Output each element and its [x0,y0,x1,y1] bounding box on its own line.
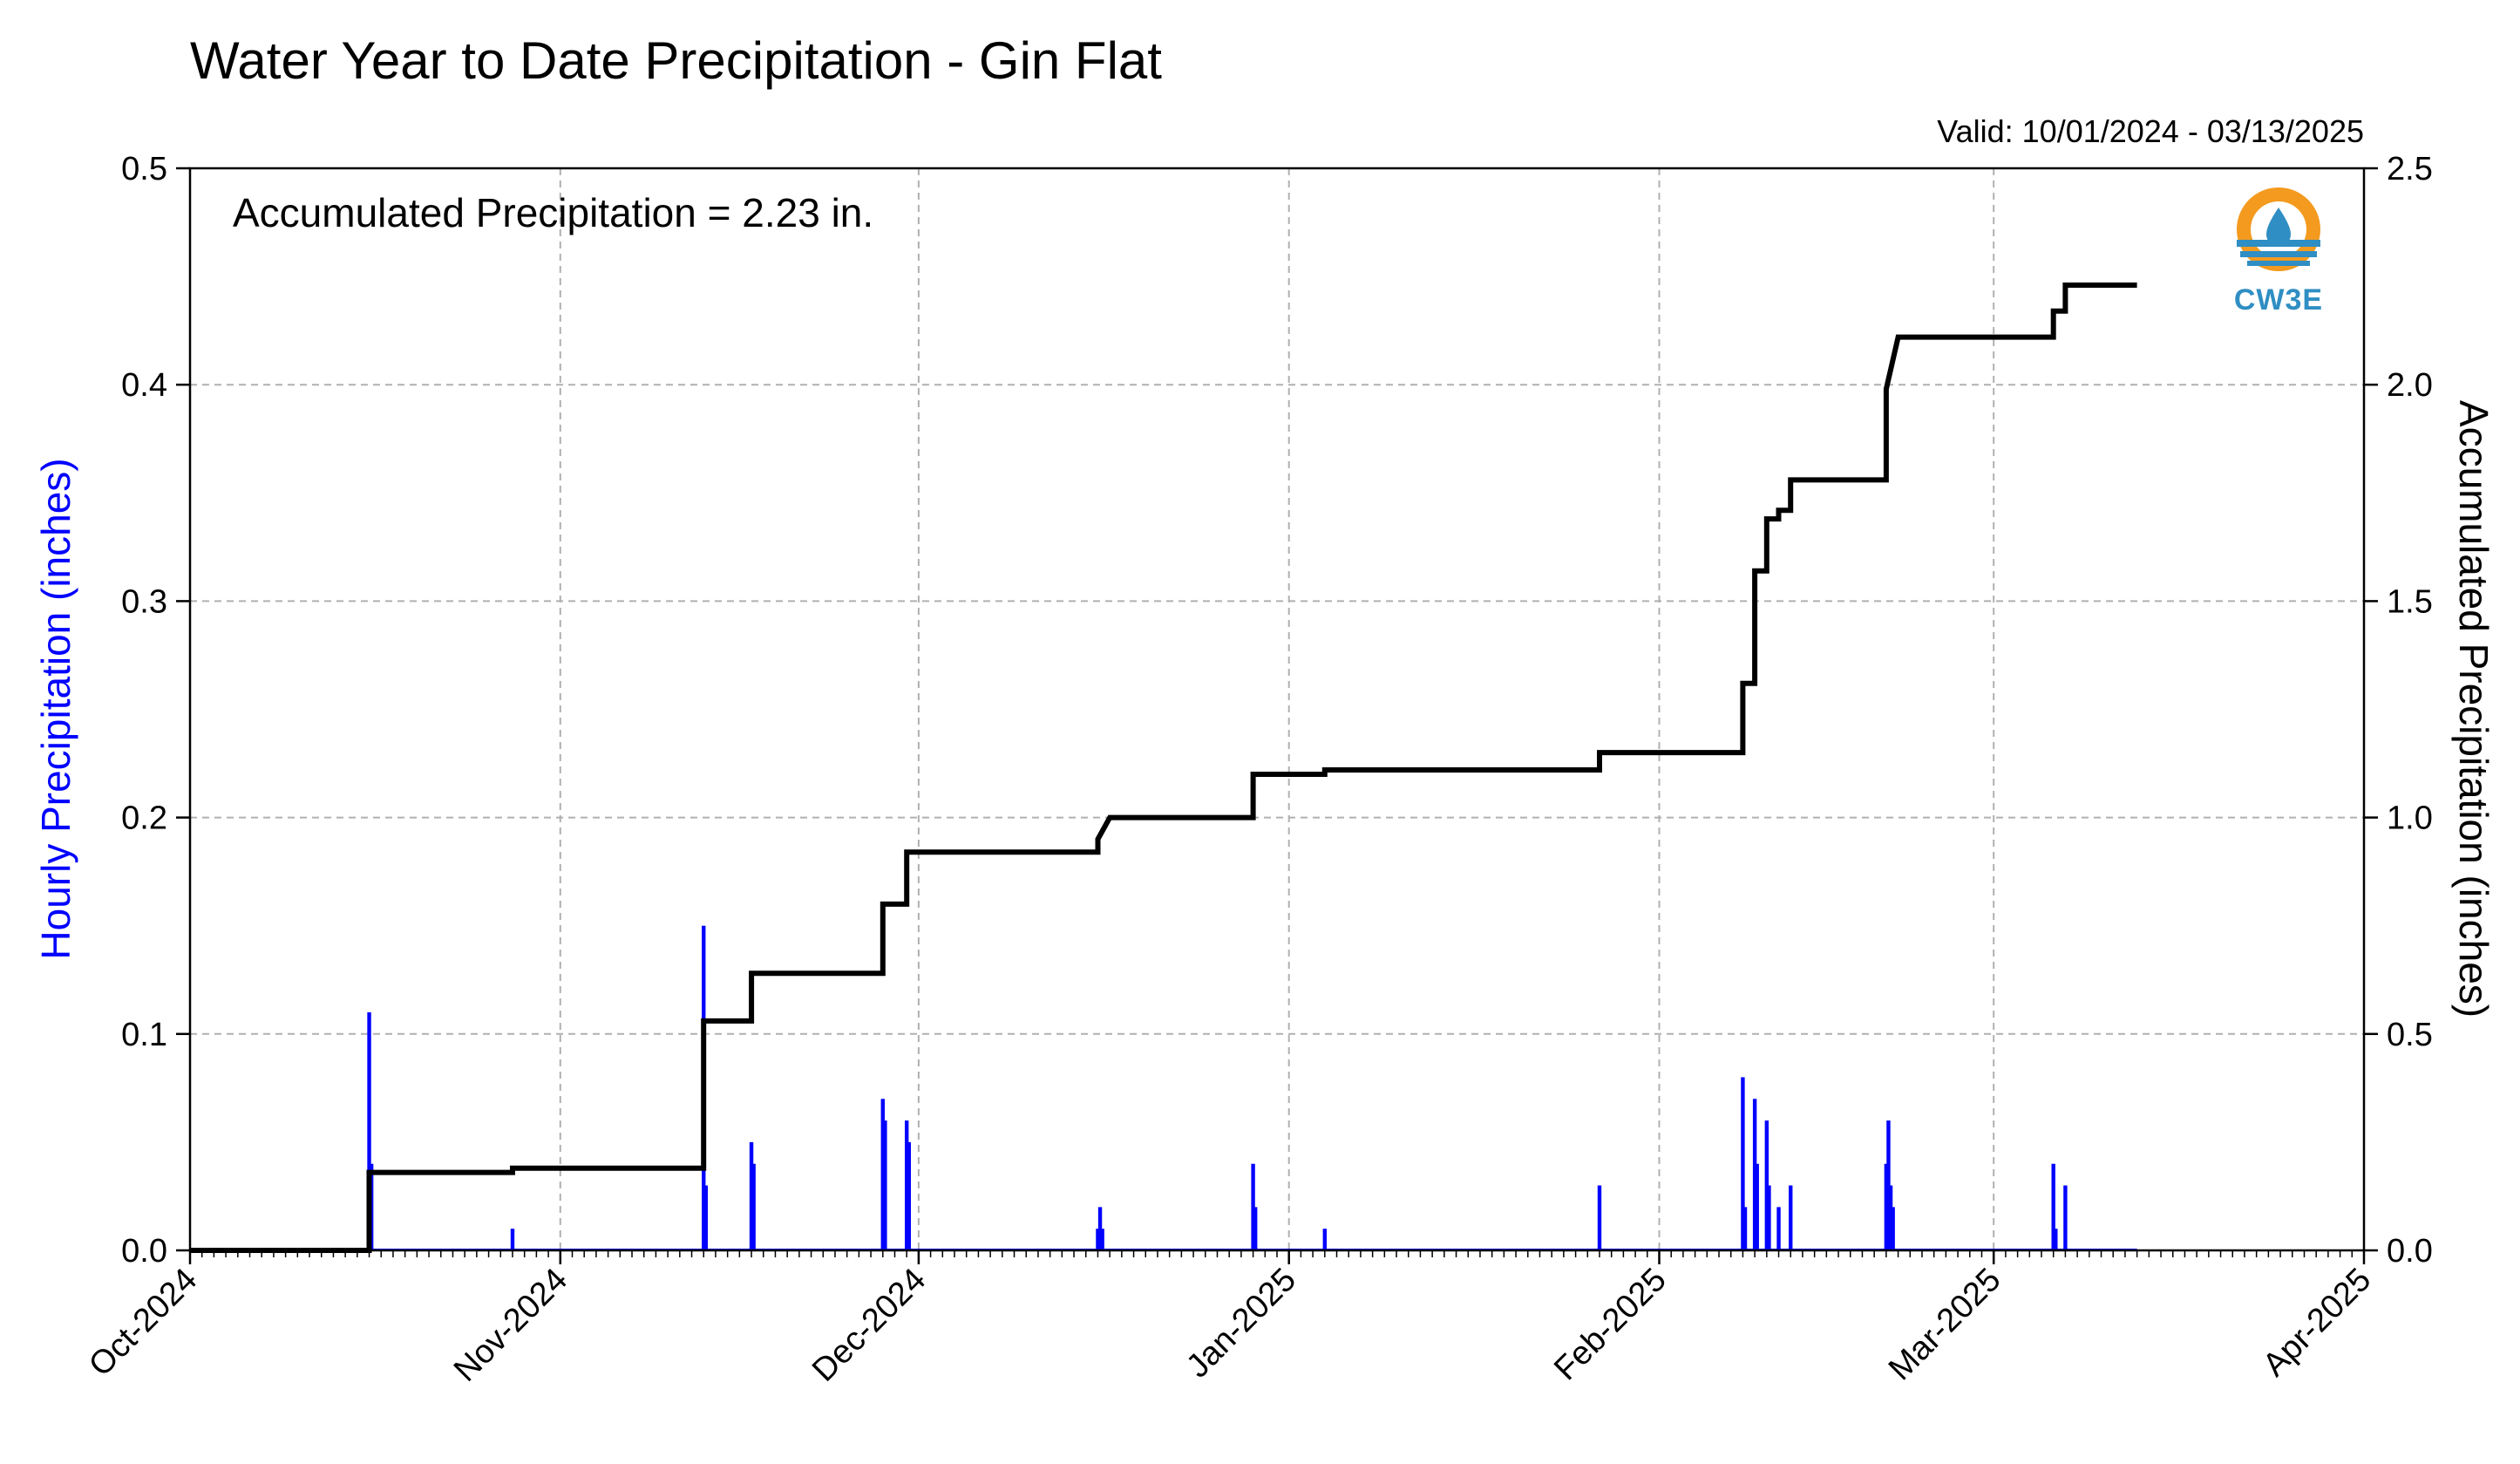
hourly-precip-bar [749,1141,754,1250]
hourly-precip-bar [907,1141,911,1250]
x-tick-label: Oct-2024 [82,1262,204,1384]
y-right-tick-label: 1.5 [2387,583,2433,620]
axis-ticks [176,167,2378,1264]
hourly-precip-bar [703,1185,709,1250]
accumulated-total-annotation: Accumulated Precipitation = 2.23 in. [233,190,873,235]
hourly-precip-bar [1251,1163,1255,1250]
hourly-precip-bar [1755,1163,1759,1250]
tick-labels: Oct-2024 Nov-2024 Dec-2024 Jan-2025 Feb-2025… [82,151,2433,1389]
valid-date-range: Valid: 10/01/2024 - 03/13/2025 [1937,113,2364,149]
hourly-precip-bar [510,1229,515,1250]
hourly-precip-bar [883,1120,887,1250]
y-left-tick-label: 0.4 [121,367,167,404]
y-left-tick-label: 0.3 [121,583,167,620]
accumulated-precip-line [190,283,2137,1253]
logo-wave-2 [2240,251,2317,257]
x-tick-label: Jan-2025 [1179,1262,1303,1386]
hourly-precip-bar [1764,1120,1769,1250]
y-axis-label-left: Hourly Precipitation (inches) [33,458,78,959]
hourly-precip-bar [1888,1185,1893,1250]
hourly-precip-bar [1322,1229,1328,1250]
hourly-precip-bar [1891,1207,1895,1250]
plot-frame [188,167,2366,1252]
grid-lines [190,168,2364,1250]
x-tick-label: Apr-2025 [2256,1262,2378,1384]
hourly-precip-bar [2051,1163,2055,1250]
hourly-precip-bar [1096,1229,1100,1250]
x-tick-label: Dec-2024 [805,1262,933,1389]
hourly-precip-bar [904,1120,909,1250]
hourly-precip-bar [367,1011,371,1250]
cw3e-logo: CW3E [2234,187,2323,317]
hourly-precip-bar [751,1163,756,1250]
logo-wave-3 [2247,261,2310,266]
y-left-tick-label: 0.1 [121,1017,167,1053]
hourly-precip-bar [1742,1207,1748,1250]
y-axis-label-right: Accumulated Precipitation (inches) [2451,400,2496,1018]
y-left-tick-label: 0.5 [121,151,167,187]
logo-drop-icon [2266,208,2291,247]
hourly-precip-bar [1752,1099,1757,1250]
hourly-precip-bar [2054,1229,2058,1250]
x-tick-label: Nov-2024 [447,1262,574,1389]
hourly-precip-bar [880,1099,885,1250]
y-right-tick-label: 1.0 [2387,800,2433,837]
hourly-precip-bar [1100,1229,1104,1250]
x-tick-label: Feb-2025 [1547,1262,1674,1388]
x-tick-label: Mar-2025 [1882,1262,2008,1388]
logo-text: CW3E [2234,283,2323,317]
hourly-precip-bar [1776,1207,1781,1250]
y-right-tick-label: 2.5 [2387,151,2433,187]
hourly-precip-bar [1789,1185,1793,1250]
hourly-precip-bar [1741,1077,1745,1250]
hourly-precip-bar [2063,1185,2068,1250]
hourly-precip-bar [1884,1163,1889,1250]
hourly-precip-bar [1253,1207,1258,1250]
logo-wave-1 [2237,240,2320,247]
accumulated-precip-line-group [190,283,2137,1253]
y-right-tick-label: 0.0 [2387,1233,2433,1270]
hourly-precip-bar [1097,1207,1103,1250]
hourly-precip-bar [1886,1120,1891,1250]
y-left-tick-label: 0.2 [121,800,167,837]
hourly-precip-bar [1597,1185,1602,1250]
y-right-tick-label: 2.0 [2387,367,2433,404]
hourly-precip-bar [1767,1185,1771,1250]
y-right-tick-label: 0.5 [2387,1017,2433,1053]
hourly-precip-bars [190,925,2137,1250]
y-left-tick-label: 0.0 [121,1233,167,1270]
chart-title: Water Year to Date Precipitation - Gin F… [190,31,1162,90]
